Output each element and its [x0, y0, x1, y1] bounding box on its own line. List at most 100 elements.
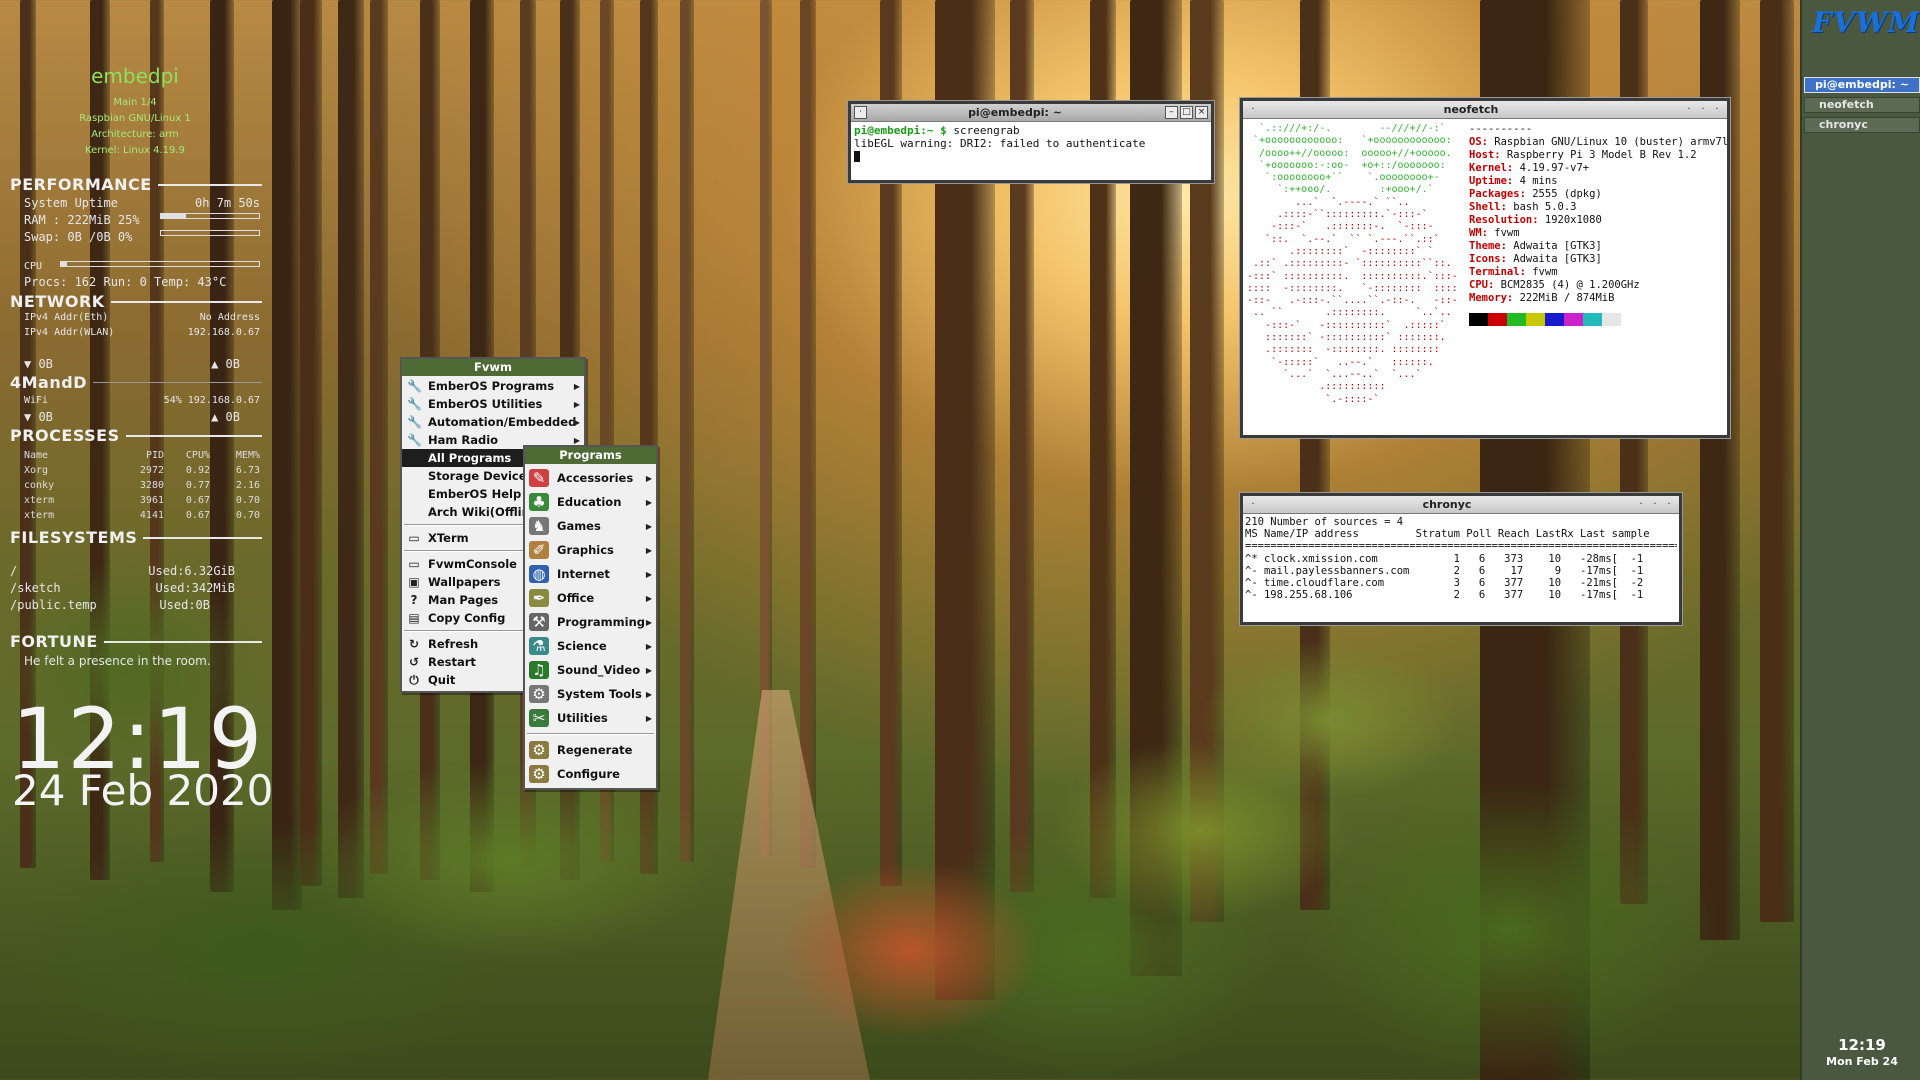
chronyc-window[interactable]: · chronyc · · · 210 Number of sources = …: [1240, 493, 1682, 625]
menu-item-label: Graphics: [557, 543, 614, 557]
chronyc-summary: 210 Number of sources = 4: [1245, 516, 1404, 528]
minimize-button[interactable]: –: [1165, 106, 1178, 119]
utilities-icon: ✂: [529, 709, 549, 727]
menu-separator: [404, 550, 582, 552]
menu-item-label: EmberOS Programs: [428, 379, 555, 393]
menu-item-sound-video[interactable]: ♫ Sound_Video ▶: [525, 658, 656, 682]
terminal-body[interactable]: pi@embedpi:~ $ screengrab libEGL warning…: [851, 122, 1211, 164]
panel-clock-time: 12:19: [1838, 1036, 1886, 1054]
color-swatch: [1507, 313, 1526, 326]
neofetch-titlebar[interactable]: · neofetch · · ·: [1243, 101, 1727, 119]
task-button-terminal[interactable]: pi@embedpi: ~: [1804, 77, 1920, 93]
programs-submenu[interactable]: Programs ✎ Accessories ▶ ♣ Education ▶ ♞ Games ▶…: [523, 445, 658, 790]
ram-bar: [160, 213, 260, 219]
menu-item-label: Storage Devices: [428, 469, 534, 483]
neofetch-window[interactable]: · neofetch · · · `.::///+:/-. --///+//-:…: [1240, 98, 1730, 438]
terminal-window[interactable]: · pi@embedpi: ~ – □ × pi@embedpi:~ $ scr…: [848, 101, 1214, 183]
minimize-button[interactable]: ·: [1639, 499, 1643, 510]
menu-item-label: Internet: [557, 567, 610, 581]
menu-item-configure[interactable]: ⚙ Configure: [525, 762, 656, 786]
menu-item-games[interactable]: ♞ Games ▶: [525, 514, 656, 538]
maximize-button[interactable]: ·: [1653, 499, 1657, 510]
science-icon: ⚗: [529, 637, 549, 655]
window-title: chronyc: [1422, 498, 1472, 511]
menu-item-label: Regenerate: [557, 743, 633, 757]
menu-item-storage-devices[interactable]: Storage Devices: [402, 467, 584, 485]
chronyc-body[interactable]: 210 Number of sources = 4 MS Name/IP add…: [1243, 514, 1679, 603]
desktop-clock-date: 24 Feb 2020: [12, 766, 274, 815]
menu-item-ham-radio[interactable]: 🔧 Ham Radio ▶: [402, 431, 584, 449]
menu-item-utilities[interactable]: ✂ Utilities ▶: [525, 706, 656, 730]
chronyc-rule: ========================================…: [1245, 540, 1677, 552]
menu-item-regenerate[interactable]: ⚙ Regenerate: [525, 738, 656, 762]
close-button[interactable]: ×: [1195, 106, 1208, 119]
terminal-titlebar[interactable]: · pi@embedpi: ~ – □ ×: [851, 104, 1211, 122]
tree-trunk: [800, 0, 816, 868]
tree-trunk: [370, 0, 388, 874]
menu-item-man-pages[interactable]: ? Man Pages: [402, 591, 584, 609]
chronyc-source-row: ^- 198.255.68.106 2 6 377 10 -17ms[ -1: [1245, 589, 1644, 601]
neofetch-info-row: CPU: BCM2835 (4) @ 1.200GHz: [1469, 279, 1640, 291]
menu-item-label: FvwmConsole: [428, 557, 517, 571]
menu-item-copy-config[interactable]: ▤ Copy Config: [402, 609, 584, 627]
tree-trunk: [300, 0, 322, 886]
menu-item-programming[interactable]: ⚒ Programming ▶: [525, 610, 656, 634]
window-menu-button[interactable]: ·: [1251, 104, 1255, 115]
menu-item-office[interactable]: ✒ Office ▶: [525, 586, 656, 610]
menu-item-emberos-help[interactable]: EmberOS Help: [402, 485, 584, 503]
submenu-arrow-icon: ▶: [573, 417, 580, 427]
menu-item-arch-wiki-offline[interactable]: Arch Wiki(Offline): [402, 503, 584, 521]
menu-item-science[interactable]: ⚗ Science ▶: [525, 634, 656, 658]
conky-section-fortune: FORTUNE: [10, 632, 262, 651]
graphics-icon: ✐: [529, 541, 549, 559]
window-title: neofetch: [1443, 103, 1499, 116]
menu-item-accessories[interactable]: ✎ Accessories ▶: [525, 466, 656, 490]
desktop-clock-time: 12:19: [12, 690, 265, 788]
menu-item-graphics[interactable]: ✐ Graphics ▶: [525, 538, 656, 562]
menu-item-fvwmconsole[interactable]: ▭ FvwmConsole: [402, 555, 584, 573]
menu-item-restart[interactable]: ↺ Restart: [402, 653, 584, 671]
menu-item-xterm[interactable]: ▭ XTerm: [402, 529, 584, 547]
menu-item-internet[interactable]: ◍ Internet ▶: [525, 562, 656, 586]
neofetch-info-row: Host: Raspberry Pi 3 Model B Rev 1.2: [1469, 149, 1697, 161]
menu-item-wallpapers[interactable]: ▣ Wallpapers: [402, 573, 584, 591]
color-palette: [1469, 313, 1621, 326]
color-swatch: [1583, 313, 1602, 326]
menu-item-emberos-utilities[interactable]: 🔧 EmberOS Utilities ▶: [402, 395, 584, 413]
close-button[interactable]: ·: [1667, 499, 1671, 510]
maximize-button[interactable]: ·: [1701, 104, 1705, 115]
menu-item-label: Education: [557, 495, 622, 509]
games-icon: ♞: [529, 517, 549, 535]
submenu-arrow-icon: ▶: [573, 435, 580, 445]
office-icon: ✒: [529, 589, 549, 607]
filesystem-row: /sketch Used:342MiB: [10, 581, 235, 595]
conky-panel: embedpi Main 1/4 Raspbian GNU/Linux 1 Ar…: [0, 0, 270, 810]
menu-item-refresh[interactable]: ↻ Refresh: [402, 635, 584, 653]
task-button-chronyc[interactable]: chronyc: [1804, 117, 1920, 133]
neofetch-info: ---------- OS: Raspbian GNU/Linux 10 (bus…: [1469, 123, 1728, 305]
wrench-icon: 🔧: [407, 415, 422, 429]
window-menu-button[interactable]: ·: [854, 106, 867, 119]
foliage: [0, 560, 260, 780]
conky-wlan-row: IPv4 Addr(WLAN) 192.168.0.67: [24, 327, 260, 338]
tree-trunk: [760, 0, 772, 856]
menu-item-quit[interactable]: ⏻ Quit: [402, 671, 584, 689]
neofetch-info-row: Theme: Adwaita [GTK3]: [1469, 240, 1602, 252]
menu-item-emberos-programs[interactable]: 🔧 EmberOS Programs ▶: [402, 377, 584, 395]
tree-trunk: [272, 0, 302, 910]
submenu-arrow-icon: ▶: [573, 381, 580, 391]
task-button-neofetch[interactable]: neofetch: [1804, 97, 1920, 113]
neofetch-info-row: OS: Raspbian GNU/Linux 10 (buster) armv7…: [1469, 136, 1729, 148]
window-menu-button[interactable]: ·: [1251, 499, 1255, 510]
menu-item-label: Office: [557, 591, 595, 605]
maximize-button[interactable]: □: [1180, 106, 1193, 119]
menu-item-automation-embedded[interactable]: 🔧 Automation/Embedded ▶: [402, 413, 584, 431]
menu-item-system-tools[interactable]: ⚙ System Tools ▶: [525, 682, 656, 706]
wrench-icon: 🔧: [407, 433, 422, 447]
chronyc-titlebar[interactable]: · chronyc · · ·: [1243, 496, 1679, 514]
swap-bar: [160, 230, 260, 236]
close-button[interactable]: ·: [1715, 104, 1719, 115]
minimize-button[interactable]: ·: [1687, 104, 1691, 115]
conky-wifi-traffic-row: ▼ 0B ▲ 0B: [24, 410, 240, 424]
menu-item-education[interactable]: ♣ Education ▶: [525, 490, 656, 514]
